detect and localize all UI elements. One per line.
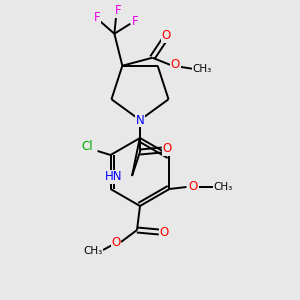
Text: F: F [132, 15, 139, 28]
Text: F: F [94, 11, 101, 24]
Text: CH₃: CH₃ [193, 64, 212, 74]
Text: Cl: Cl [82, 140, 93, 154]
Text: F: F [115, 4, 122, 17]
Text: HN: HN [104, 170, 122, 184]
Text: N: N [136, 113, 144, 127]
Text: O: O [171, 58, 180, 71]
Text: CH₃: CH₃ [83, 246, 103, 256]
Text: O: O [189, 179, 198, 193]
Text: CH₃: CH₃ [214, 182, 233, 192]
Text: O: O [111, 236, 121, 250]
Text: O: O [162, 142, 172, 155]
Text: O: O [159, 226, 169, 238]
Text: O: O [162, 29, 171, 42]
